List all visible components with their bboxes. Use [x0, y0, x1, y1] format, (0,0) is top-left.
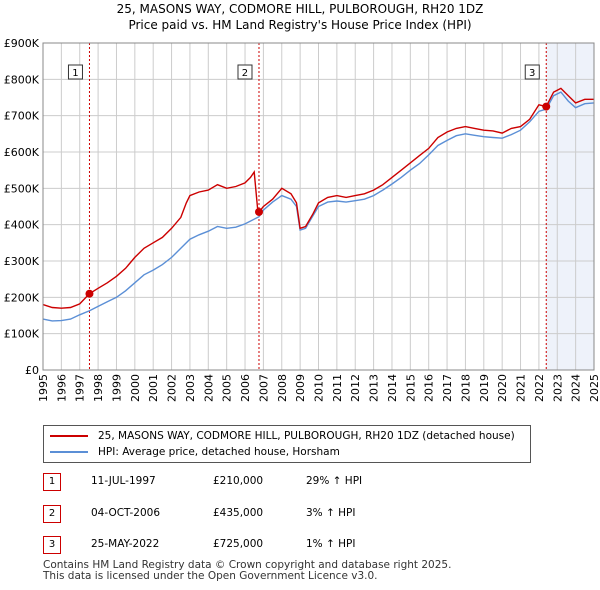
sale-date: 04-OCT-2006 [91, 507, 160, 519]
legend-item-hpi: HPI: Average price, detached house, Hors… [50, 444, 340, 460]
x-tick-label: 2017 [441, 374, 454, 402]
legend-item-property: 25, MASONS WAY, CODMORE HILL, PULBOROUGH… [50, 428, 515, 444]
x-tick-label: 2016 [423, 374, 436, 402]
x-tick-label: 2005 [221, 374, 234, 402]
sale-hpi-change: 3% ↑ HPI [306, 507, 356, 519]
x-tick-label: 2014 [386, 374, 399, 402]
series-line-property [42, 87, 594, 309]
sale-label-box [524, 64, 540, 80]
y-tick-label: £800K [4, 73, 40, 86]
x-tick-label: 2021 [515, 374, 528, 402]
legend-swatch-property [50, 435, 88, 437]
sale-price: £725,000 [213, 538, 264, 550]
x-tick-label: 1995 [37, 374, 50, 402]
sale-date: 11-JUL-1997 [91, 475, 156, 487]
x-tick-label: 2006 [239, 374, 252, 402]
x-tick-label: 2001 [147, 374, 160, 402]
x-tick-label: 2009 [294, 374, 307, 402]
sale-label: 3 [529, 68, 535, 79]
x-tick-label: 2002 [166, 374, 179, 402]
y-tick-label: £600K [4, 146, 40, 159]
y-tick-label: £200K [4, 291, 40, 304]
x-tick-label: 2012 [349, 374, 362, 402]
chart-title: 25, MASONS WAY, CODMORE HILL, PULBOROUGH… [116, 2, 484, 16]
sale-point [254, 207, 263, 216]
footer-line: Contains HM Land Registry data © Crown c… [43, 559, 452, 571]
footer-line: This data is licensed under the Open Gov… [43, 570, 378, 582]
plot-frame [42, 42, 595, 371]
sale-hpi-change: 29% ↑ HPI [306, 475, 363, 487]
sale-marker-box: 3 [43, 536, 61, 554]
x-tick-label: 2023 [551, 374, 564, 402]
legend: 25, MASONS WAY, CODMORE HILL, PULBOROUGH… [43, 425, 531, 463]
chart-subtitle: Price paid vs. HM Land Registry's House … [128, 18, 472, 32]
y-tick-label: £700K [4, 110, 40, 123]
sale-label: 1 [72, 68, 78, 79]
sale-row: 1 11-JUL-1997 £210,000 29% ↑ HPI [43, 473, 563, 493]
x-tick-label: 2000 [129, 374, 142, 402]
sale-price: £435,000 [213, 507, 264, 519]
x-tick-label: 2022 [533, 374, 546, 402]
sale-label: 2 [242, 68, 248, 79]
x-tick-label: 2011 [331, 374, 344, 402]
sale-hpi-change: 1% ↑ HPI [306, 538, 356, 550]
x-tick-label: 2018 [459, 374, 472, 402]
legend-label-hpi: HPI: Average price, detached house, Hors… [98, 446, 340, 458]
sale-point [542, 102, 551, 111]
series-line-hpi [42, 91, 595, 322]
sale-label-box [67, 64, 83, 80]
sale-row: 3 25-MAY-2022 £725,000 1% ↑ HPI [43, 536, 563, 556]
sale-price: £210,000 [213, 475, 264, 487]
footer-attribution: Contains HM Land Registry data © Crown c… [43, 560, 451, 582]
x-tick-label: 2020 [496, 374, 509, 402]
x-tick-label: 1996 [55, 374, 68, 402]
x-tick-label: 2025 [588, 374, 600, 402]
y-tick-label: £0 [25, 364, 39, 377]
x-tick-label: 1999 [110, 374, 123, 402]
x-tick-label: 2004 [202, 374, 215, 402]
x-tick-label: 2010 [313, 374, 326, 402]
y-tick-label: £300K [4, 255, 40, 268]
sale-row: 2 04-OCT-2006 £435,000 3% ↑ HPI [43, 505, 563, 525]
sale-point [85, 289, 94, 298]
legend-swatch-hpi [50, 451, 88, 453]
x-tick-label: 2007 [257, 374, 270, 402]
legend-label-property: 25, MASONS WAY, CODMORE HILL, PULBOROUGH… [98, 430, 515, 442]
sale-label-box [237, 64, 253, 80]
x-tick-label: 2015 [404, 374, 417, 402]
sale-marker-box: 1 [43, 473, 61, 491]
sale-date: 25-MAY-2022 [91, 538, 160, 550]
y-tick-label: £900K [4, 37, 40, 50]
y-tick-label: £400K [4, 219, 40, 232]
sale-marker-box: 2 [43, 505, 61, 523]
x-tick-label: 1997 [74, 374, 87, 402]
price-chart: £0 £100K £200K £300K £400K £500K £600K £700K £80… [4, 37, 600, 402]
y-tick-label: £500K [4, 182, 40, 195]
y-tick-label: £100K [4, 328, 40, 341]
x-tick-label: 2008 [276, 374, 289, 402]
x-tick-label: 2003 [184, 374, 197, 402]
x-tick-label: 1998 [92, 374, 105, 402]
x-tick-label: 2019 [478, 374, 491, 402]
x-tick-label: 2013 [368, 374, 381, 402]
x-tick-label: 2024 [570, 374, 583, 402]
